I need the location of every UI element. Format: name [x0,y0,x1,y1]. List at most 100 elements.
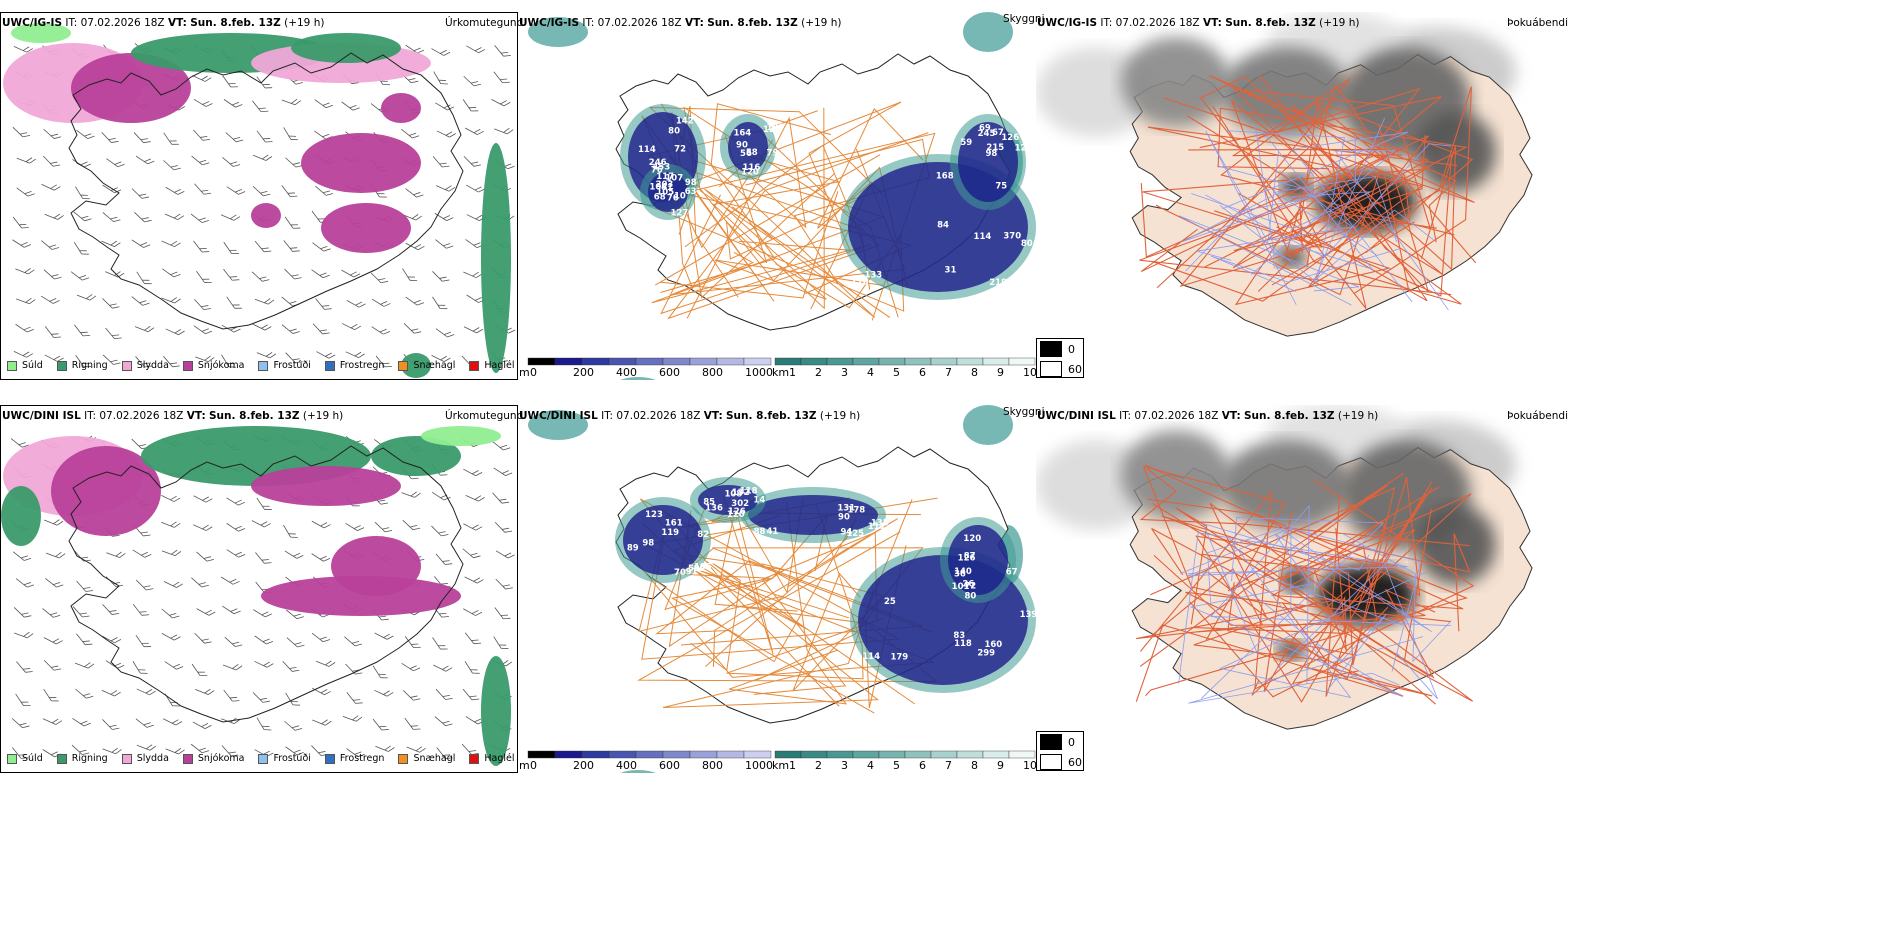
ceiling-value: 88 [754,527,766,537]
precip-area [481,143,511,373]
wind-barb [284,268,302,280]
vis-tick-label: 3 [841,366,848,379]
wind-barb [316,351,336,359]
wind-barb [222,75,239,88]
wind-barb [463,326,484,334]
ceiling-value: 80 [668,127,680,137]
wind-barb [193,524,213,531]
wind-barb [133,132,151,144]
wind-barb [435,328,455,338]
wind-barb [75,688,94,699]
wind-barb [161,521,181,528]
ceiling-bar-segment [662,357,691,366]
river [1186,566,1403,626]
ceiling-value: 80 [1021,239,1033,249]
ceiling-tick-label: 400 [616,759,637,772]
wind-barb [433,71,448,85]
vis-bar-segment [956,357,984,366]
wind-barb [432,156,450,168]
ceiling-value: 36 [954,569,966,579]
road [1150,487,1396,666]
wind-barb [72,606,90,618]
wind-barb [375,745,395,752]
wind-barb [191,663,208,676]
ceiling-value: 101 [952,582,970,592]
legend-item: Haglél [469,753,515,764]
wind-barb [435,239,454,249]
wind-barb [15,693,31,706]
ceiling-bar-unit: m [519,759,530,772]
legend-item: Haglél [469,360,515,371]
river [1205,143,1452,258]
ceiling-bar-unit: m [519,366,530,379]
vis-tick-label: 5 [893,366,900,379]
wind-barb [435,688,453,700]
wind-barb [312,242,331,252]
ceiling-bar-segment [608,750,637,759]
precip-title-row2: UWC/DINI ISL IT: 07.02.2026 18Z VT: Sun.… [2,410,344,422]
vis-bar-segment [930,750,958,759]
fog-legend-label: 60 [1068,362,1082,376]
river [1341,532,1452,663]
fog-legend-item: 0 [1037,339,1083,359]
legend-label: Snæhagl [413,753,456,764]
road [1135,591,1451,702]
ceiling-tick-label: 800 [702,366,723,379]
cloud-panel-name-row2: Skyggni [1003,406,1045,418]
wind-barb [192,721,212,729]
wind-barb [222,157,241,167]
cloud-map-row1: 1175637021568246901331286381164807510572… [528,12,1036,380]
wind-barb [136,579,154,591]
ceiling-bar-segment [689,357,718,366]
ceiling-value: 87 [964,551,976,561]
vis-bar-segment [826,750,854,759]
wind-barb [342,715,363,722]
ceiling-value: 98 [642,539,654,549]
ceiling-area [648,172,688,212]
ceiling-bar-segment [716,357,745,366]
wind-barb [190,743,210,754]
road [1179,78,1402,288]
wind-barb [102,635,122,644]
wind-barb [431,491,451,501]
ceiling-value: 26 [962,579,974,589]
legend-swatch [469,360,480,371]
ceiling-tick-label: 600 [659,366,680,379]
wind-barb [12,216,29,229]
wind-barb [494,127,514,135]
precip-area [71,53,191,123]
wind-barb [374,689,394,697]
wind-barb [226,523,246,532]
wind-barb [12,551,32,561]
ceiling-tick-label: 1000 [745,759,773,772]
wind-barb [314,99,333,109]
ceiling-value: 105 [656,187,674,197]
wind-barb [102,298,120,309]
legend-item: Frostregn [324,360,384,371]
ceiling-colorbar-row1 [527,357,772,366]
wind-barb [41,183,61,191]
fog-legend-swatch [1040,341,1062,357]
ceiling-bar-segment [743,750,772,759]
wind-barb [13,351,33,358]
legend-swatch [56,360,67,371]
river [1274,526,1432,633]
wind-barb [404,636,421,649]
river [1276,563,1438,700]
legend-swatch [398,753,409,764]
legend-label: Súld [22,360,43,371]
wind-barb [75,355,92,368]
river [1188,636,1424,704]
road [1237,105,1428,302]
low-vis-area [528,17,588,47]
cloud-panel-name-row1: Skyggni [1003,13,1045,25]
fog-legend-row2: 0 60 [1036,731,1084,771]
river [1182,136,1356,242]
wind-barb [285,157,303,168]
wind-barb [281,98,302,106]
wind-barb [101,240,121,248]
ceiling-value: 67 [992,128,1004,138]
wind-barb [436,130,456,138]
ceiling-value: 299 [977,648,995,658]
